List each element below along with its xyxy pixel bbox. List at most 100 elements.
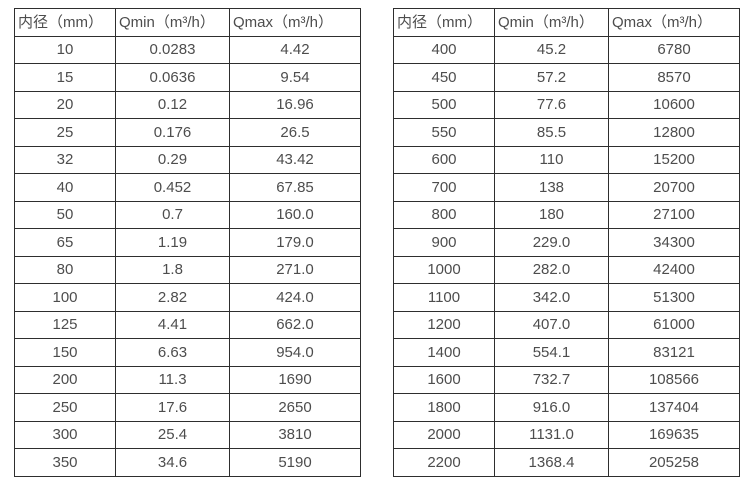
table-cell: 43.42 bbox=[229, 145, 361, 174]
table-row: 1000 282.0 42400 bbox=[393, 255, 740, 284]
table-cell: 1368.4 bbox=[494, 448, 609, 477]
table-cell: 125 bbox=[14, 310, 116, 339]
table-cell: 5190 bbox=[229, 448, 361, 477]
table-cell: 662.0 bbox=[229, 310, 361, 339]
table-row: 32 0.29 43.42 bbox=[14, 145, 361, 174]
table-cell: 282.0 bbox=[494, 255, 609, 284]
table-cell: 1200 bbox=[393, 310, 495, 339]
table-cell: 26.5 bbox=[229, 118, 361, 147]
table-cell: 1100 bbox=[393, 283, 495, 312]
table-cell: 9.54 bbox=[229, 63, 361, 92]
col-header-qmax: Qmax（m³/h） bbox=[229, 8, 361, 37]
col-header-qmin: Qmin（m³/h） bbox=[494, 8, 609, 37]
table-cell: 10600 bbox=[608, 90, 740, 119]
table-row: 300 25.4 3810 bbox=[14, 420, 361, 449]
table-row: 350 34.6 5190 bbox=[14, 448, 361, 477]
table-cell: 169635 bbox=[608, 420, 740, 449]
table-cell: 34.6 bbox=[115, 448, 230, 477]
table-cell: 0.0283 bbox=[115, 35, 230, 64]
table-cell: 50 bbox=[14, 200, 116, 229]
table-cell: 732.7 bbox=[494, 365, 609, 394]
table-cell: 67.85 bbox=[229, 173, 361, 202]
table-cell: 1800 bbox=[393, 393, 495, 422]
table-row: 65 1.19 179.0 bbox=[14, 228, 361, 257]
table-row: 700 138 20700 bbox=[393, 173, 740, 202]
table-cell: 77.6 bbox=[494, 90, 609, 119]
table-cell: 400 bbox=[393, 35, 495, 64]
table-row: 500 77.6 10600 bbox=[393, 90, 740, 119]
table-cell: 205258 bbox=[608, 448, 740, 477]
table-cell: 0.176 bbox=[115, 118, 230, 147]
table-row: 2000 1131.0 169635 bbox=[393, 420, 740, 449]
table-cell: 4.42 bbox=[229, 35, 361, 64]
table-cell: 4.41 bbox=[115, 310, 230, 339]
table-cell: 12800 bbox=[608, 118, 740, 147]
table-cell: 342.0 bbox=[494, 283, 609, 312]
table-cell: 1.19 bbox=[115, 228, 230, 257]
table-cell: 916.0 bbox=[494, 393, 609, 422]
table-cell: 0.0636 bbox=[115, 63, 230, 92]
table-row: 400 45.2 6780 bbox=[393, 35, 740, 64]
table-cell: 15200 bbox=[608, 145, 740, 174]
table-cell: 10 bbox=[14, 35, 116, 64]
table-cell: 700 bbox=[393, 173, 495, 202]
table-cell: 407.0 bbox=[494, 310, 609, 339]
table-cell: 160.0 bbox=[229, 200, 361, 229]
table-row: 200 11.3 1690 bbox=[14, 365, 361, 394]
table-row: 80 1.8 271.0 bbox=[14, 255, 361, 284]
table-cell: 32 bbox=[14, 145, 116, 174]
table-row: 50 0.7 160.0 bbox=[14, 200, 361, 229]
table-cell: 1131.0 bbox=[494, 420, 609, 449]
table-row: 1800 916.0 137404 bbox=[393, 393, 740, 422]
table-cell: 0.452 bbox=[115, 173, 230, 202]
table-cell: 2000 bbox=[393, 420, 495, 449]
table-cell: 954.0 bbox=[229, 338, 361, 367]
table-cell: 1400 bbox=[393, 338, 495, 367]
table-row: 10 0.0283 4.42 bbox=[14, 35, 361, 64]
table-cell: 16.96 bbox=[229, 90, 361, 119]
table-row: 1600 732.7 108566 bbox=[393, 365, 740, 394]
table-row: 40 0.452 67.85 bbox=[14, 173, 361, 202]
spec-table-small-diameters: 内径（mm） Qmin（m³/h） Qmax（m³/h） 10 0.0283 4.4… bbox=[14, 8, 361, 477]
table-cell: 600 bbox=[393, 145, 495, 174]
table-cell: 45.2 bbox=[494, 35, 609, 64]
table-cell: 80 bbox=[14, 255, 116, 284]
table-cell: 500 bbox=[393, 90, 495, 119]
table-cell: 108566 bbox=[608, 365, 740, 394]
table-cell: 1600 bbox=[393, 365, 495, 394]
table-row: 450 57.2 8570 bbox=[393, 63, 740, 92]
table-cell: 300 bbox=[14, 420, 116, 449]
table-cell: 150 bbox=[14, 338, 116, 367]
table-cell: 1.8 bbox=[115, 255, 230, 284]
table-cell: 3810 bbox=[229, 420, 361, 449]
table-cell: 100 bbox=[14, 283, 116, 312]
table-cell: 27100 bbox=[608, 200, 740, 229]
table-cell: 6.63 bbox=[115, 338, 230, 367]
table-row: 15 0.0636 9.54 bbox=[14, 63, 361, 92]
table-cell: 800 bbox=[393, 200, 495, 229]
table-row: 1200 407.0 61000 bbox=[393, 310, 740, 339]
table-cell: 250 bbox=[14, 393, 116, 422]
table-cell: 2.82 bbox=[115, 283, 230, 312]
table-cell: 1690 bbox=[229, 365, 361, 394]
table-cell: 0.12 bbox=[115, 90, 230, 119]
table-cell: 57.2 bbox=[494, 63, 609, 92]
table-cell: 200 bbox=[14, 365, 116, 394]
table-row: 2200 1368.4 205258 bbox=[393, 448, 740, 477]
table-cell: 34300 bbox=[608, 228, 740, 257]
table-cell: 51300 bbox=[608, 283, 740, 312]
table-cell: 15 bbox=[14, 63, 116, 92]
table-cell: 85.5 bbox=[494, 118, 609, 147]
table-row: 550 85.5 12800 bbox=[393, 118, 740, 147]
col-header-diameter: 内径（mm） bbox=[14, 8, 116, 37]
table-cell: 550 bbox=[393, 118, 495, 147]
col-header-diameter: 内径（mm） bbox=[393, 8, 495, 37]
table-cell: 271.0 bbox=[229, 255, 361, 284]
table-cell: 350 bbox=[14, 448, 116, 477]
table-cell: 17.6 bbox=[115, 393, 230, 422]
table-cell: 11.3 bbox=[115, 365, 230, 394]
table-header-row: 内径（mm） Qmin（m³/h） Qmax（m³/h） bbox=[393, 8, 740, 37]
table-cell: 179.0 bbox=[229, 228, 361, 257]
table-cell: 61000 bbox=[608, 310, 740, 339]
table-cell: 6780 bbox=[608, 35, 740, 64]
